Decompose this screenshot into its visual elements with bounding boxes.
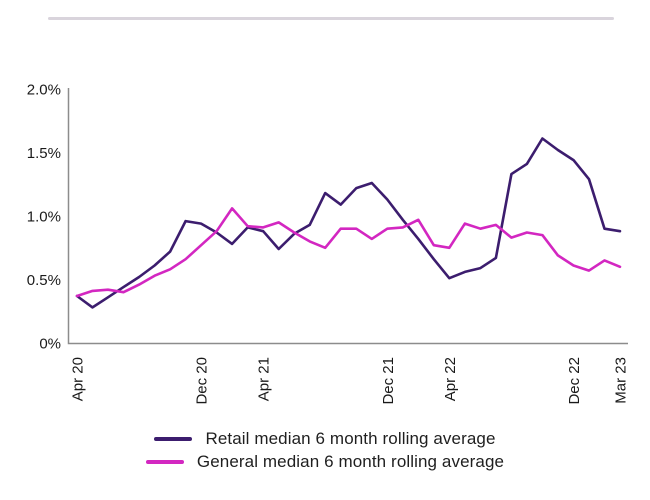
legend-label-retail: Retail median 6 month rolling average xyxy=(205,429,496,448)
chart-legend: Retail median 6 month rolling average Ge… xyxy=(0,429,650,472)
legend-item-retail: Retail median 6 month rolling average xyxy=(154,429,495,449)
x-tick-label: Apr 20 xyxy=(70,357,87,401)
legend-label-general: General median 6 month rolling average xyxy=(196,452,505,471)
legend-item-general: General median 6 month rolling average xyxy=(145,452,505,472)
x-tick-label: Mar 23 xyxy=(613,357,630,404)
y-tick-label: 0% xyxy=(39,336,61,353)
legend-swatch-general xyxy=(145,460,184,464)
axes-lines xyxy=(67,88,628,345)
x-tick-label: Apr 22 xyxy=(442,357,459,401)
legend-swatch-retail xyxy=(154,437,193,441)
top-divider xyxy=(48,17,614,20)
y-tick-label: 2.0% xyxy=(27,82,61,99)
x-tick-label: Apr 21 xyxy=(256,357,273,401)
x-tick-label: Dec 22 xyxy=(566,357,583,405)
line-chart-svg: 0% 0.5% 1.0% 1.5% 2.0% Apr 20 Dec 20 Apr 21 Dec … xyxy=(27,82,630,405)
x-tick-label: Dec 20 xyxy=(194,357,211,405)
y-tick-label: 1.0% xyxy=(27,209,61,226)
retail-series-line xyxy=(75,137,622,309)
y-tick-label: 1.5% xyxy=(27,145,61,162)
x-tick-label: Dec 21 xyxy=(380,357,397,405)
general-series-line xyxy=(75,207,622,298)
y-tick-label: 0.5% xyxy=(27,272,61,289)
